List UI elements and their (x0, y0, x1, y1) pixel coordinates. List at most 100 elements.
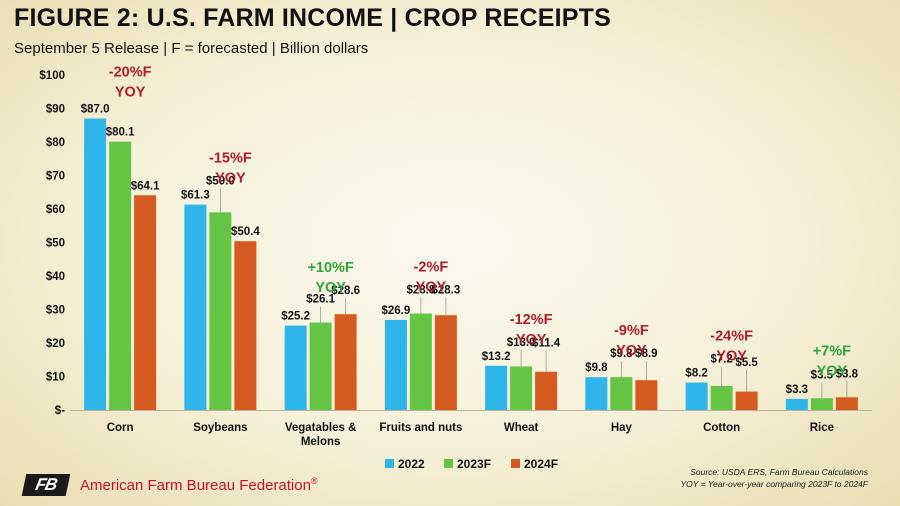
y-tick-label: $80 (46, 137, 65, 149)
bar (234, 241, 257, 410)
page-title: FIGURE 2: U.S. FARM INCOME | CROP RECEIP… (14, 4, 611, 32)
bar (84, 118, 107, 411)
bar-data-label: $25.2 (281, 311, 310, 323)
yoy-percent-label: -24%F (710, 329, 753, 345)
bar (184, 204, 207, 410)
bar-data-label: $9.8 (610, 348, 633, 360)
y-tick-label: $30 (46, 305, 65, 317)
bar-data-label: $59.0 (206, 176, 235, 188)
bar (309, 322, 332, 410)
y-tick-label: $40 (46, 271, 65, 283)
bar-data-label: $3.3 (786, 384, 808, 396)
bar (209, 212, 232, 410)
yoy-label: YOY (315, 280, 346, 296)
organization-name: American Farm Bureau Federation® (80, 476, 318, 494)
bar-data-label: $50.4 (231, 226, 260, 238)
yoy-percent-label: -12%F (510, 312, 553, 328)
fb-logo-text: FB (33, 475, 59, 494)
yoy-label: YOY (616, 343, 647, 359)
x-category-label: Vegatables & (285, 422, 357, 434)
y-tick-label: $60 (46, 204, 65, 216)
bar (635, 380, 658, 410)
footer-brand: FB American Farm Bureau Federation® (21, 474, 318, 496)
legend-swatch (444, 459, 453, 468)
bar (710, 385, 733, 410)
x-category-label: Corn (107, 422, 134, 434)
bar-data-label: $5.5 (735, 357, 758, 369)
bar-data-label: $11.4 (532, 337, 561, 349)
source-note: Source: USDA ERS, Farm Bureau Calculatio… (680, 466, 868, 490)
bar (585, 377, 608, 410)
bar-data-label: $3.8 (836, 368, 859, 380)
x-category-label: Melons (301, 436, 341, 448)
legend-label: 2024F (524, 457, 558, 471)
y-tick-label: $20 (46, 338, 65, 350)
legend-label: 2022 (398, 457, 425, 471)
page-subtitle: September 5 Release | F = forecasted | B… (14, 40, 369, 57)
bar (735, 391, 758, 410)
bar (284, 325, 307, 410)
organization-name-text: American Farm Bureau Federation (80, 477, 311, 494)
bar (810, 398, 833, 410)
y-tick-label: $10 (46, 372, 65, 384)
y-tick-label: $100 (39, 70, 65, 82)
yoy-percent-label: +10%F (307, 260, 353, 276)
bar (610, 377, 633, 410)
x-category-label: Fruits and nuts (379, 422, 462, 434)
bar-data-label: $9.8 (585, 362, 608, 374)
bar-data-label: $61.3 (181, 190, 210, 202)
yoy-label: YOY (716, 349, 747, 365)
bar-data-label: $13.2 (482, 351, 511, 363)
bar (510, 366, 533, 410)
yoy-label: YOY (516, 332, 547, 348)
fb-logo-icon: FB (21, 474, 71, 496)
y-tick-label: $- (55, 405, 65, 417)
yoy-note: YOY = Year-over-year comparing 2023F to … (680, 479, 868, 489)
bar-data-label: $8.2 (685, 368, 707, 380)
x-category-label: Wheat (504, 422, 539, 434)
bar-data-label: $28.3 (431, 285, 460, 297)
yoy-percent-label: -15%F (209, 151, 252, 167)
bar-data-label: $28.6 (331, 285, 360, 297)
yoy-percent-label: +7%F (813, 343, 851, 359)
yoy-label: YOY (115, 85, 146, 101)
yoy-label: YOY (416, 280, 447, 296)
bar-data-label: $26.1 (306, 294, 335, 306)
bar-data-label: $13.0 (507, 337, 536, 349)
bar (835, 397, 858, 410)
bar (409, 313, 432, 410)
source-line: Source: USDA ERS, Farm Bureau Calculatio… (690, 467, 868, 477)
bar (434, 315, 457, 410)
bar-data-label: $3.5 (811, 369, 834, 381)
y-tick-label: $50 (46, 238, 65, 250)
bar-data-label: $64.1 (131, 180, 160, 192)
legend-label: 2023F (457, 457, 491, 471)
x-category-label: Soybeans (193, 422, 247, 434)
yoy-percent-label: -9%F (614, 323, 649, 339)
legend-swatch (385, 459, 394, 468)
yoy-percent-label: -20%F (109, 65, 152, 81)
bar-data-label: $8.9 (635, 348, 657, 360)
bar (685, 382, 708, 410)
bar (485, 365, 508, 410)
yoy-label: YOY (817, 363, 848, 379)
bar (384, 319, 407, 410)
bar-data-label: $28.8 (406, 285, 435, 297)
bar-data-label: $87.0 (81, 104, 110, 116)
bar-data-label: $7.2 (710, 354, 732, 366)
bar (109, 141, 132, 411)
bar (334, 314, 357, 410)
x-category-label: Hay (611, 422, 633, 434)
x-category-label: Cotton (703, 422, 740, 434)
bar-data-label: $26.9 (381, 305, 410, 317)
bar (134, 195, 157, 410)
x-category-label: Rice (810, 422, 834, 434)
bar (535, 371, 558, 410)
y-tick-label: $90 (46, 104, 65, 116)
legend-swatch (511, 459, 520, 468)
y-tick-label: $70 (46, 171, 65, 183)
yoy-percent-label: -2%F (414, 260, 449, 276)
bar (785, 398, 808, 410)
yoy-label: YOY (215, 171, 246, 187)
